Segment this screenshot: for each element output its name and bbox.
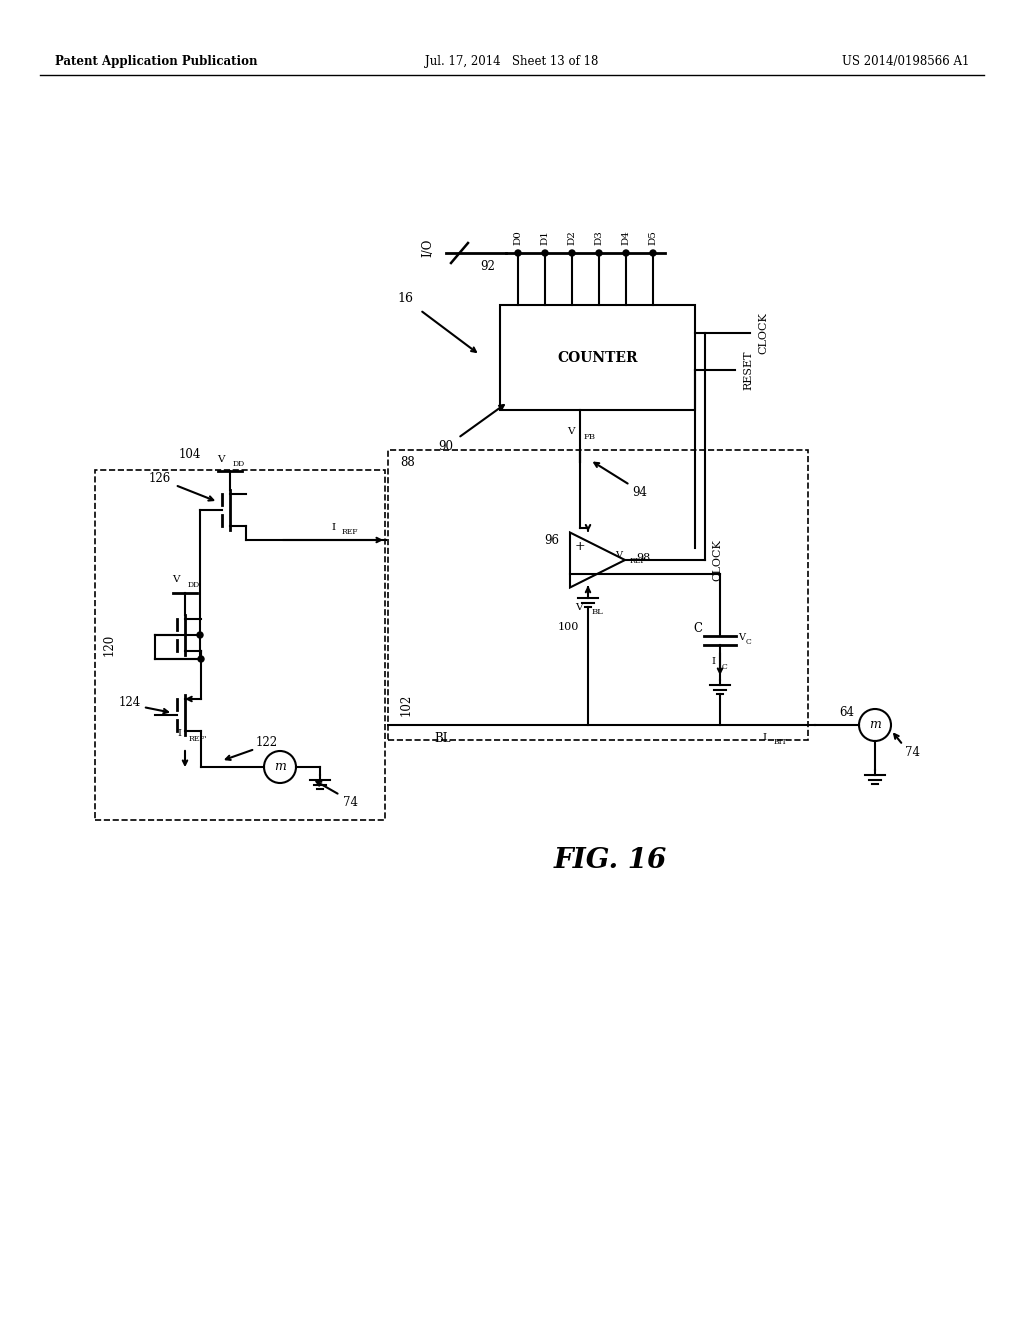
- Text: V: V: [172, 576, 180, 585]
- Text: D1: D1: [541, 231, 550, 246]
- Text: Jul. 17, 2014   Sheet 13 of 18: Jul. 17, 2014 Sheet 13 of 18: [425, 55, 599, 69]
- Text: 98: 98: [636, 553, 650, 564]
- Text: 90: 90: [438, 440, 454, 453]
- Circle shape: [542, 249, 548, 256]
- Text: REF: REF: [630, 557, 646, 565]
- Text: m: m: [869, 718, 881, 731]
- Text: 120: 120: [102, 634, 116, 656]
- Text: DD: DD: [188, 581, 201, 589]
- Text: REF: REF: [342, 528, 358, 536]
- Bar: [95, 470, 385, 820]
- Circle shape: [515, 249, 521, 256]
- Text: 16: 16: [397, 292, 413, 305]
- Text: C: C: [746, 638, 752, 645]
- Text: D5: D5: [648, 231, 657, 246]
- Text: 64: 64: [840, 705, 854, 718]
- Circle shape: [650, 249, 656, 256]
- Text: m: m: [274, 760, 286, 774]
- Text: FB: FB: [584, 433, 596, 441]
- Text: 74: 74: [342, 796, 357, 809]
- Text: V: V: [217, 454, 225, 463]
- Text: I: I: [711, 657, 715, 667]
- Text: I/O: I/O: [422, 239, 434, 257]
- Text: 92: 92: [480, 260, 496, 273]
- Circle shape: [596, 249, 602, 256]
- Text: C: C: [693, 622, 702, 635]
- Text: BL: BL: [435, 731, 452, 744]
- Text: C: C: [722, 663, 728, 671]
- Text: DD: DD: [233, 459, 246, 469]
- Text: 100: 100: [557, 623, 579, 632]
- Text: V: V: [575, 603, 583, 612]
- Text: RESET: RESET: [743, 350, 753, 389]
- Text: −: −: [574, 568, 586, 581]
- Text: Patent Application Publication: Patent Application Publication: [55, 55, 257, 69]
- Text: BIT: BIT: [774, 738, 787, 746]
- Text: 102: 102: [400, 694, 413, 717]
- Text: V: V: [567, 428, 575, 437]
- Text: D3: D3: [595, 231, 603, 246]
- Bar: [500, 305, 695, 411]
- Text: CLOCK: CLOCK: [758, 312, 768, 354]
- Text: 96: 96: [545, 533, 559, 546]
- Circle shape: [198, 656, 204, 663]
- Text: 74: 74: [905, 747, 921, 759]
- Text: D0: D0: [513, 231, 522, 246]
- Circle shape: [569, 249, 575, 256]
- Text: I: I: [332, 523, 336, 532]
- Text: BL: BL: [592, 609, 604, 616]
- Bar: [388, 450, 808, 741]
- Text: FIG. 16: FIG. 16: [553, 846, 667, 874]
- Text: 122: 122: [256, 737, 279, 750]
- Circle shape: [197, 632, 203, 638]
- Text: COUNTER: COUNTER: [557, 351, 638, 364]
- Text: D4: D4: [622, 231, 631, 246]
- Text: 104: 104: [179, 447, 201, 461]
- Text: I: I: [177, 730, 181, 738]
- Text: 94: 94: [633, 486, 647, 499]
- Text: D2: D2: [567, 231, 577, 246]
- Text: REF': REF': [189, 735, 208, 743]
- Text: CLOCK: CLOCK: [712, 539, 722, 581]
- Text: 124: 124: [119, 697, 141, 710]
- Text: 88: 88: [400, 455, 415, 469]
- Text: US 2014/0198566 A1: US 2014/0198566 A1: [842, 55, 969, 69]
- Circle shape: [623, 249, 629, 256]
- Text: 126: 126: [148, 471, 171, 484]
- Text: V: V: [738, 632, 745, 642]
- Text: V: V: [615, 552, 622, 561]
- Text: I: I: [763, 734, 767, 742]
- Text: +: +: [574, 540, 586, 553]
